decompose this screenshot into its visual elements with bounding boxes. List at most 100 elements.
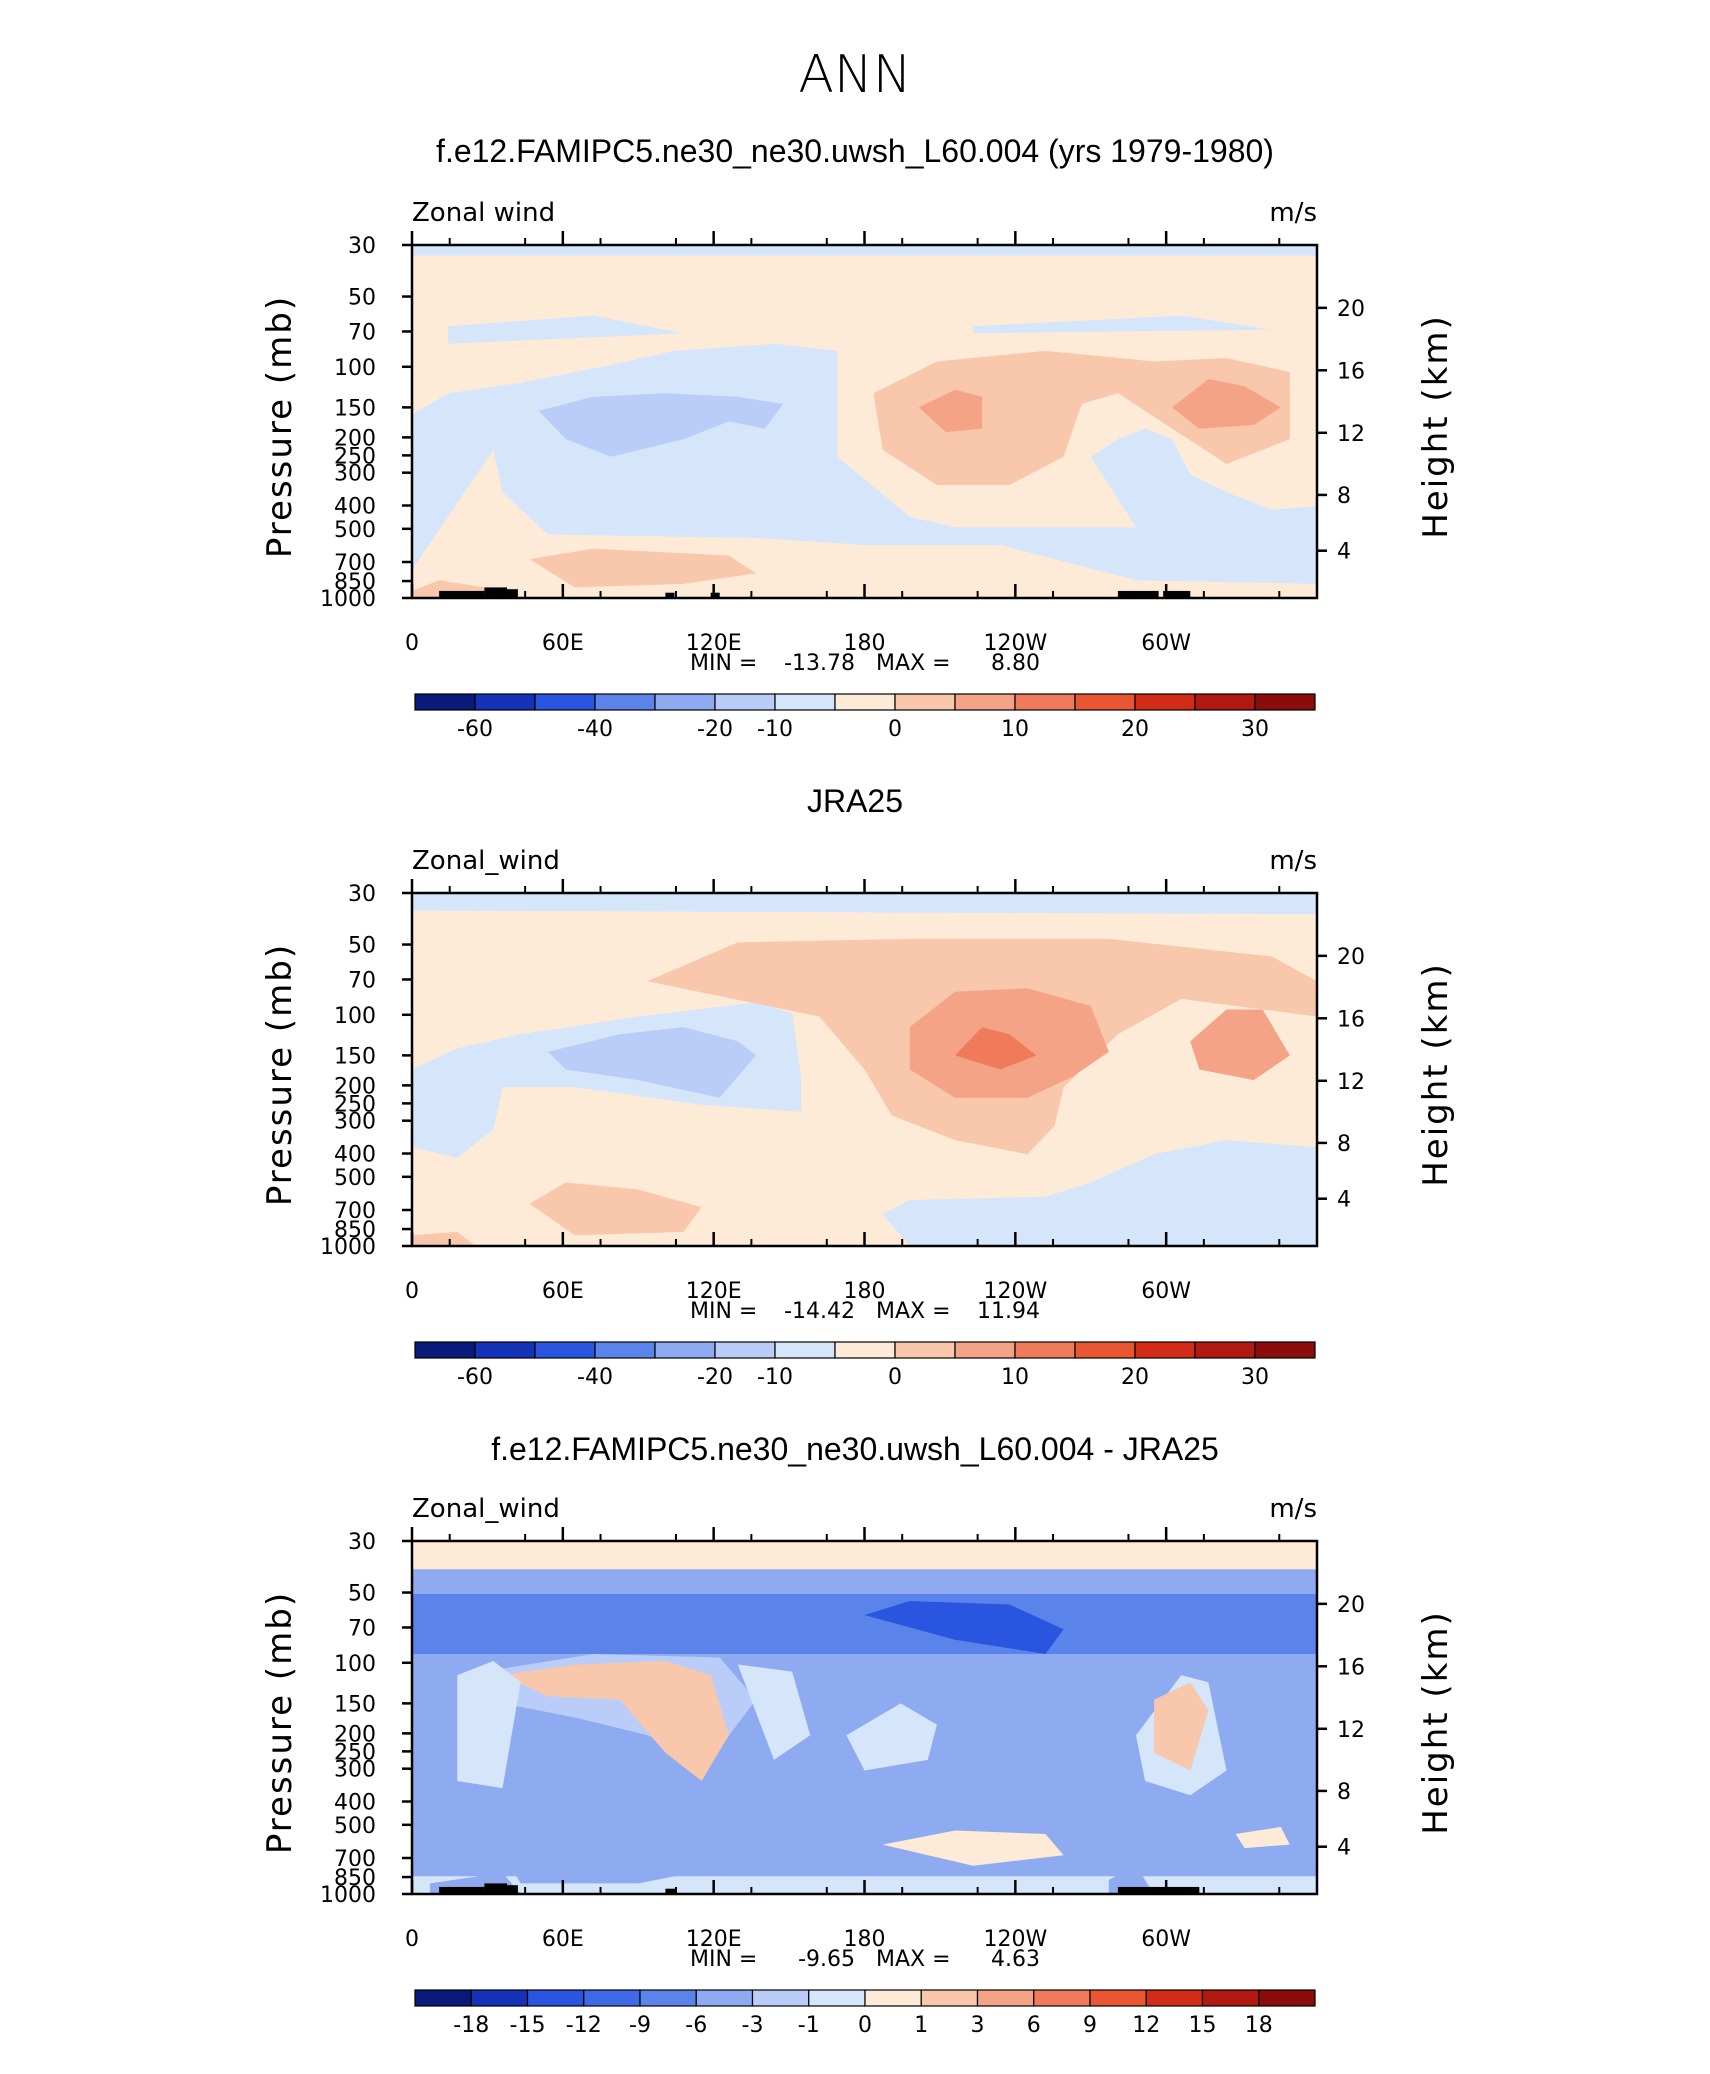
colorbar-box	[894, 1341, 956, 1359]
colorbar-label: 6	[1027, 2013, 1041, 2038]
y2-tick-label: 20	[1337, 297, 1365, 322]
colorbar-box	[1033, 1989, 1091, 2007]
panel-2: JRA25 Zonal_wind m/s 0 60E 120E 180 120W 60W 30 50…	[260, 783, 1456, 1390]
land-mask	[484, 587, 508, 598]
colorbar-label: -1	[798, 2013, 820, 2038]
colorbar-label: 30	[1241, 717, 1269, 742]
y-tick-label: 700	[334, 1847, 376, 1872]
y2-tick-label: 16	[1337, 359, 1365, 384]
min-value: -13.78	[784, 651, 855, 676]
x-tick-label: 120E	[686, 631, 742, 656]
y2-axis-title: Height (km)	[1416, 314, 1456, 539]
y-tick-label: 300	[334, 462, 376, 487]
colorbar-box	[534, 693, 596, 711]
colorbar-label: 3	[971, 2013, 985, 2038]
units-label: m/s	[1269, 846, 1317, 876]
land-mask	[507, 589, 518, 598]
colorbar-box	[1254, 693, 1316, 711]
y-axis-title: Pressure (mb)	[260, 1591, 300, 1854]
colorbar-box	[414, 1341, 476, 1359]
y-tick-label: 70	[348, 320, 376, 345]
colorbar-label: 0	[888, 1365, 902, 1390]
y2-axis-title: Height (km)	[1416, 1610, 1456, 1835]
colorbar-label: -60	[457, 1365, 493, 1390]
colorbar-box	[1014, 1341, 1076, 1359]
colorbar-box	[1089, 1989, 1147, 2007]
colorbar-box	[594, 693, 656, 711]
y2-tick-label: 4	[1337, 1188, 1351, 1213]
contour-region	[529, 548, 756, 588]
x-tick-label: 180	[844, 1927, 886, 1952]
contour-region	[502, 1834, 729, 1884]
land-mask	[1117, 1886, 1200, 1894]
colorbar-box	[834, 1341, 896, 1359]
colorbar-box	[976, 1989, 1035, 2007]
land-mask	[439, 590, 485, 598]
contour-region	[1235, 1826, 1290, 1849]
contour-region	[547, 1027, 756, 1098]
land-mask	[665, 1888, 677, 1894]
y-tick-label: 100	[334, 356, 376, 381]
colorbar-label: -6	[685, 2013, 707, 2038]
panel-title: f.e12.FAMIPC5.ne30_ne30.uwsh_L60.004 (yr…	[436, 133, 1274, 169]
contour-region	[412, 893, 1317, 915]
land-mask	[484, 1883, 508, 1894]
colorbar-label: -18	[453, 2013, 489, 2038]
contour-region	[412, 245, 1317, 256]
colorbar-box	[474, 1341, 536, 1359]
y-tick-label: 250	[334, 1092, 376, 1117]
y2-tick-label: 20	[1337, 945, 1365, 970]
contour-region	[538, 393, 783, 457]
y-tick-label: 250	[334, 1740, 376, 1765]
y-tick-label: 700	[334, 551, 376, 576]
contour-regions	[412, 1541, 1317, 1894]
colorbar-box	[1074, 693, 1136, 711]
y-tick-label: 200	[334, 1722, 376, 1747]
colorbar-box	[954, 693, 1016, 711]
max-value: 11.94	[977, 1299, 1040, 1324]
contour-region	[882, 1140, 1317, 1246]
y2-tick-label: 8	[1337, 484, 1351, 509]
colorbar-label: -12	[566, 2013, 602, 2038]
y-axis-title: Pressure (mb)	[260, 295, 300, 558]
y2-tick-label: 8	[1337, 1780, 1351, 1805]
y-tick-label: 400	[334, 495, 376, 520]
colorbar-label: -10	[757, 1365, 793, 1390]
max-value: 4.63	[991, 1947, 1040, 1972]
y2-tick-label: 12	[1337, 1718, 1365, 1743]
min-label: MIN =	[690, 651, 757, 676]
colorbar-box	[474, 693, 536, 711]
figure-title: ANN	[798, 45, 911, 105]
x-tick-label: 0	[405, 631, 419, 656]
x-tick-label: 180	[844, 631, 886, 656]
contour-region	[918, 389, 983, 433]
x-tick-label: 60E	[542, 1927, 584, 1952]
y2-tick-label: 4	[1337, 540, 1351, 565]
land-mask	[710, 592, 720, 598]
x-tick-label: 60E	[542, 1279, 584, 1304]
colorbar-label: -3	[742, 2013, 764, 2038]
y-tick-label: 100	[334, 1004, 376, 1029]
contour-region	[412, 1541, 1317, 1570]
y-tick-label: 300	[334, 1110, 376, 1135]
colorbar-box	[594, 1341, 656, 1359]
colorbar-label: 15	[1189, 2013, 1217, 2038]
x-tick-label: 180	[844, 1279, 886, 1304]
colorbar-box	[695, 1989, 754, 2007]
y-tick-label: 700	[334, 1199, 376, 1224]
colorbar-label: 0	[858, 2013, 872, 2038]
contour-region	[502, 1661, 729, 1781]
contour-region	[973, 315, 1272, 334]
colorbar-box	[920, 1989, 979, 2007]
contour-region	[1154, 1682, 1209, 1771]
colorbar-box	[1194, 1341, 1256, 1359]
x-tick-label: 60E	[542, 631, 584, 656]
y-tick-label: 70	[348, 968, 376, 993]
colorbar-label: 20	[1121, 1365, 1149, 1390]
y2-tick-label: 20	[1337, 1593, 1365, 1618]
land-mask	[439, 1886, 485, 1894]
y2-tick-label: 12	[1337, 422, 1365, 447]
y-tick-label: 30	[348, 882, 376, 907]
colorbar-box	[654, 1341, 716, 1359]
colorbar-box	[654, 693, 716, 711]
